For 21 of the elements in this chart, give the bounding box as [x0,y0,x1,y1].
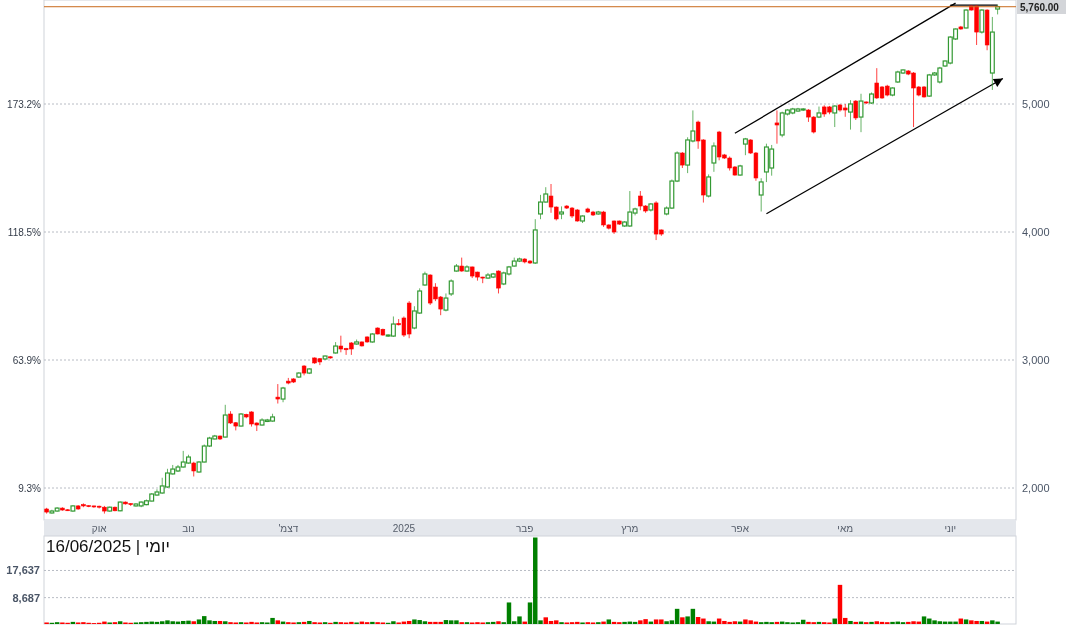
x-tick-label: מרץ [621,523,639,534]
x-tick-label: פבר [516,523,534,534]
y-tick-label: 2,000 [1022,482,1050,494]
x-tick-label: דצמ' [278,523,299,534]
y2-tick-label: 9.3% [18,483,42,494]
y2-tick-label: 63.9% [12,355,42,367]
chart-title: יומי | 16/06/2025 [46,537,170,556]
y2-tick-label: 173.2% [7,99,42,110]
y-tick-label: 17,637 [6,564,40,577]
x-tick-label: אפר [731,523,750,534]
y-tick-label: 3,000 [1022,354,1050,366]
x-tick-label: יוני [944,523,957,534]
y-tick-label: 4,000 [1022,226,1050,238]
x-tick-label: נוב [182,523,195,534]
x-tick-label: מאי [837,523,854,534]
y-tick-label: 8,687 [12,591,40,604]
y2-tick-label: 118.5% [7,227,42,239]
x-tick-label: 2025 [392,523,416,534]
y-tick-label: 5,000 [1022,98,1050,110]
x-tick-label: אוק [91,523,108,534]
ref-line-label: 5,760.00 [1020,2,1060,13]
